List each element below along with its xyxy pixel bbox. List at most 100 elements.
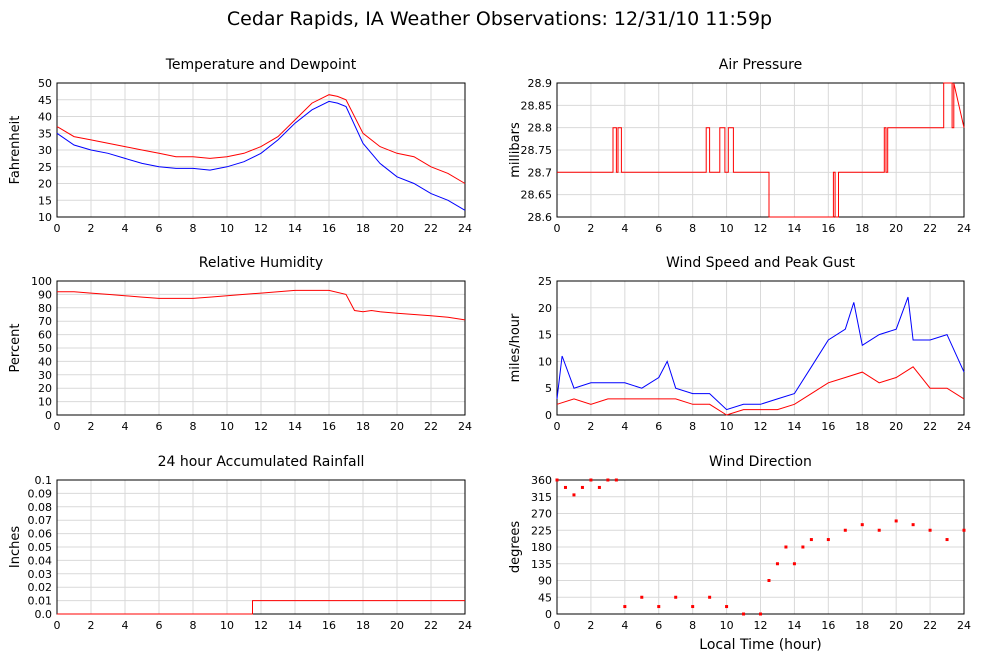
- chart-6-y-tick-label: 135: [531, 558, 552, 571]
- chart-6-series-1-point: [784, 545, 788, 549]
- chart-4-x-tick-label: 24: [957, 420, 971, 433]
- chart-5-y-axis-label: Inches: [8, 526, 23, 568]
- chart-6-y-axis-label: degrees: [508, 521, 523, 574]
- chart-6-series-1-point: [742, 612, 746, 616]
- chart-2-title: Air Pressure: [719, 57, 802, 73]
- chart-2-x-tick-label: 4: [621, 222, 628, 235]
- chart-3-y-tick-label: 40: [38, 355, 52, 368]
- chart-6-x-tick-label: 24: [957, 619, 971, 632]
- chart-1-x-tick-label: 16: [322, 222, 336, 235]
- chart-1-y-tick-label: 10: [38, 211, 52, 224]
- chart-2-y-tick-label: 28.8: [528, 122, 553, 135]
- chart-2-x-tick-label: 24: [957, 222, 971, 235]
- chart-3-series-1-line: [57, 289, 466, 321]
- chart-4-x-tick-label: 4: [621, 420, 628, 433]
- chart-6-series-1-point: [640, 595, 644, 599]
- chart-2-y-tick-label: 28.6: [528, 211, 553, 224]
- chart-6-y-tick-label: 225: [531, 524, 552, 537]
- chart-1-x-tick-label: 2: [88, 222, 95, 235]
- chart-2-series-1-line: [557, 82, 965, 218]
- chart-1-y-tick-label: 30: [38, 144, 52, 157]
- chart-4-x-tick-label: 14: [787, 420, 801, 433]
- chart-6-series-1-point: [623, 605, 627, 609]
- chart-5-y-tick-label: 0.04: [28, 554, 53, 567]
- chart-4-x-tick-label: 0: [554, 420, 561, 433]
- chart-1-frame: [56, 82, 466, 218]
- chart-6-y-tick-label: 45: [538, 591, 552, 604]
- chart-1-x-tick-label: 4: [122, 222, 129, 235]
- chart-6-x-tick-label: 2: [587, 619, 594, 632]
- chart-5-x-tick-label: 24: [458, 619, 472, 632]
- chart-5-title: 24 hour Accumulated Rainfall: [158, 454, 365, 470]
- chart-5-y-tick-label: 0.01: [28, 595, 53, 608]
- chart-5-x-tick-label: 18: [356, 619, 370, 632]
- chart-2-y-tick-label: 28.9: [528, 77, 553, 90]
- chart-1-x-tick-label: 0: [54, 222, 61, 235]
- chart-2-x-tick-label: 12: [754, 222, 768, 235]
- chart-3-y-tick-label: 90: [38, 288, 52, 301]
- chart-6-series-1-point: [962, 528, 966, 532]
- chart-1-title: Temperature and Dewpoint: [165, 57, 357, 73]
- chart-5-y-tick-label: 0.0: [35, 608, 53, 621]
- chart-1-x-tick-label: 6: [156, 222, 163, 235]
- chart-5-x-tick-label: 14: [288, 619, 302, 632]
- chart-2-y-tick-label: 28.85: [521, 99, 553, 112]
- chart-2-y-tick-label: 28.75: [521, 144, 553, 157]
- chart-4-y-tick-label: 15: [538, 329, 552, 342]
- chart-6-x-tick-label: 18: [855, 619, 869, 632]
- chart-1-y-tick-label: 35: [38, 127, 52, 140]
- chart-6-series-1-point: [767, 579, 771, 582]
- chart-6-series-1-point: [589, 478, 593, 482]
- chart-1-y-tick-label: 50: [38, 77, 52, 90]
- chart-6-x-tick-label: 4: [621, 619, 628, 632]
- chart-1-x-tick-label: 10: [220, 222, 234, 235]
- chart-4-x-tick-label: 2: [587, 420, 594, 433]
- chart-6-x-tick-label: 10: [720, 619, 734, 632]
- chart-3-y-tick-label: 100: [31, 275, 52, 288]
- chart-6-series-1-point: [860, 523, 864, 527]
- chart-3-y-tick-label: 70: [38, 315, 52, 328]
- chart-2-x-tick-label: 6: [655, 222, 662, 235]
- chart-6-title: Wind Direction: [709, 454, 812, 470]
- chart-5-y-tick-label: 0.1: [35, 474, 53, 487]
- chart-6-series-1-point: [614, 478, 618, 482]
- chart-3-x-tick-label: 8: [190, 420, 197, 433]
- chart-2-y-tick-label: 28.65: [521, 189, 553, 202]
- chart-6-series-1-point: [801, 545, 805, 549]
- chart-6-y-tick-label: 270: [531, 508, 552, 521]
- chart-3-x-tick-label: 4: [122, 420, 129, 433]
- chart-3-x-tick-label: 16: [322, 420, 336, 433]
- chart-3-x-tick-label: 20: [390, 420, 404, 433]
- chart-6-y-tick-label: 90: [538, 575, 552, 588]
- chart-1-series-1-line: [56, 94, 466, 184]
- chart-6-y-tick-label: 315: [531, 491, 552, 504]
- chart-5-x-tick-label: 12: [254, 619, 268, 632]
- chart-6-series-1-point: [580, 485, 584, 489]
- chart-3-y-tick-label: 20: [38, 382, 52, 395]
- chart-6-x-tick-label: 12: [754, 619, 768, 632]
- chart-1-y-tick-label: 45: [38, 94, 52, 107]
- chart-1-x-tick-label: 24: [458, 222, 472, 235]
- chart-5-x-tick-label: 22: [424, 619, 438, 632]
- chart-2-y-tick-label: 28.7: [528, 166, 553, 179]
- chart-6-series-1-point: [826, 538, 830, 542]
- chart-3-frame: [56, 280, 466, 416]
- chart-6-series-1-point: [894, 519, 898, 523]
- chart-6-x-tick-label: 14: [787, 619, 801, 632]
- chart-4-x-tick-label: 10: [720, 420, 734, 433]
- chart-5-y-tick-label: 0.06: [28, 528, 53, 541]
- chart-6-series-1-point: [691, 605, 695, 609]
- chart-6-series-1-point: [945, 538, 949, 542]
- chart-6-series-1-point: [597, 485, 601, 489]
- chart-4-x-tick-label: 22: [923, 420, 937, 433]
- chart-6-series-1-point: [775, 562, 779, 566]
- chart-3-x-tick-label: 18: [356, 420, 370, 433]
- chart-3-y-tick-label: 10: [38, 396, 52, 409]
- chart-6-y-tick-label: 0: [545, 608, 552, 621]
- chart-3-y-tick-label: 60: [38, 329, 52, 342]
- chart-6-x-axis-label: Local Time (hour): [699, 637, 821, 653]
- chart-2-x-tick-label: 22: [923, 222, 937, 235]
- chart-5-x-tick-label: 4: [122, 619, 129, 632]
- chart-5-frame: [56, 479, 466, 615]
